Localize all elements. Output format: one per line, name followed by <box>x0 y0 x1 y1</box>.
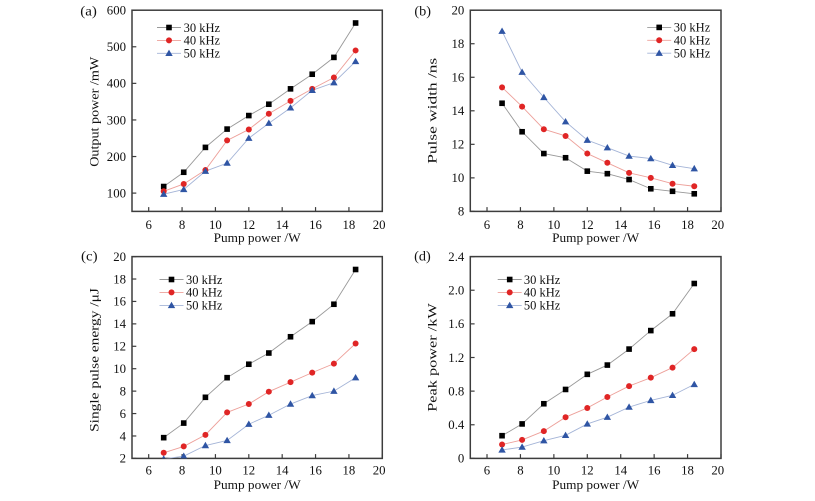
svg-text:Pump power /W: Pump power /W <box>214 231 301 245</box>
svg-text:10: 10 <box>547 464 560 478</box>
svg-text:12: 12 <box>242 218 255 232</box>
svg-text:14: 14 <box>614 218 627 232</box>
svg-text:30 kHz: 30 kHz <box>186 273 223 287</box>
svg-text:14: 14 <box>113 317 126 331</box>
svg-text:100: 100 <box>107 186 126 200</box>
svg-text:12: 12 <box>113 340 126 354</box>
svg-text:16: 16 <box>648 464 661 478</box>
svg-text:18: 18 <box>343 464 356 478</box>
svg-text:12: 12 <box>581 464 594 478</box>
svg-text:(d): (d) <box>414 248 431 263</box>
svg-text:10: 10 <box>452 171 465 185</box>
svg-text:40 kHz: 40 kHz <box>186 286 223 300</box>
svg-text:18: 18 <box>452 37 465 51</box>
svg-text:16: 16 <box>648 218 661 232</box>
svg-text:14: 14 <box>452 104 465 118</box>
svg-text:0.8: 0.8 <box>448 384 464 398</box>
svg-text:12: 12 <box>452 138 465 152</box>
svg-text:50 kHz: 50 kHz <box>674 47 711 61</box>
svg-text:30 kHz: 30 kHz <box>524 273 561 287</box>
svg-text:Pump power /W: Pump power /W <box>552 231 639 245</box>
svg-text:Pump power /W: Pump power /W <box>552 478 639 492</box>
svg-text:16: 16 <box>113 295 126 309</box>
svg-text:0.4: 0.4 <box>448 418 465 432</box>
svg-text:50 kHz: 50 kHz <box>184 47 221 61</box>
svg-text:6: 6 <box>145 218 152 232</box>
svg-text:200: 200 <box>107 150 126 164</box>
svg-text:2: 2 <box>120 452 126 466</box>
svg-text:50 kHz: 50 kHz <box>524 299 561 313</box>
svg-text:20: 20 <box>711 218 724 232</box>
svg-text:20: 20 <box>373 464 386 478</box>
svg-text:8: 8 <box>517 464 523 478</box>
svg-text:1.6: 1.6 <box>448 317 465 331</box>
svg-text:10: 10 <box>209 218 222 232</box>
svg-text:14: 14 <box>614 464 627 478</box>
svg-text:16: 16 <box>309 464 322 478</box>
svg-text:2.4: 2.4 <box>448 250 465 264</box>
svg-text:400: 400 <box>107 77 126 91</box>
svg-text:300: 300 <box>107 113 126 127</box>
svg-text:50 kHz: 50 kHz <box>186 299 223 313</box>
svg-text:600: 600 <box>107 4 126 18</box>
svg-text:6: 6 <box>145 464 152 478</box>
svg-text:1.2: 1.2 <box>448 351 464 365</box>
svg-text:18: 18 <box>343 218 356 232</box>
svg-text:20: 20 <box>113 250 126 264</box>
svg-text:8: 8 <box>458 205 464 219</box>
svg-text:6: 6 <box>120 407 127 421</box>
svg-text:10: 10 <box>209 464 222 478</box>
svg-text:0: 0 <box>458 452 464 466</box>
svg-text:500: 500 <box>107 40 126 54</box>
svg-text:6: 6 <box>484 218 491 232</box>
svg-text:Single pulse energy /μJ: Single pulse energy /μJ <box>87 288 101 432</box>
svg-text:40 kHz: 40 kHz <box>184 34 221 48</box>
svg-text:14: 14 <box>276 464 289 478</box>
svg-text:12: 12 <box>581 218 594 232</box>
svg-text:10: 10 <box>547 218 560 232</box>
svg-text:18: 18 <box>681 464 694 478</box>
svg-text:18: 18 <box>681 218 694 232</box>
svg-text:12: 12 <box>242 464 255 478</box>
svg-text:18: 18 <box>113 272 126 286</box>
svg-text:Pulse width /ns: Pulse width /ns <box>426 58 440 164</box>
svg-text:Output power /mW: Output power /mW <box>87 57 101 167</box>
svg-text:8: 8 <box>179 464 185 478</box>
svg-text:2.0: 2.0 <box>448 284 464 298</box>
svg-text:40 kHz: 40 kHz <box>524 286 561 300</box>
svg-text:(b): (b) <box>414 4 431 19</box>
svg-text:20: 20 <box>452 4 465 18</box>
svg-text:8: 8 <box>179 218 185 232</box>
svg-text:40 kHz: 40 kHz <box>674 34 711 48</box>
svg-text:6: 6 <box>484 464 491 478</box>
svg-text:(a): (a) <box>80 4 97 19</box>
svg-text:8: 8 <box>120 384 126 398</box>
svg-text:20: 20 <box>711 464 724 478</box>
svg-text:20: 20 <box>373 218 386 232</box>
svg-text:4: 4 <box>120 429 127 443</box>
svg-text:14: 14 <box>276 218 289 232</box>
svg-text:(c): (c) <box>81 248 98 263</box>
svg-text:16: 16 <box>452 71 465 85</box>
svg-text:Peak power /kW: Peak power /kW <box>426 303 440 412</box>
svg-text:30 kHz: 30 kHz <box>184 21 221 35</box>
svg-text:30 kHz: 30 kHz <box>674 21 711 35</box>
svg-text:10: 10 <box>113 362 126 376</box>
svg-text:8: 8 <box>517 218 523 232</box>
svg-text:16: 16 <box>309 218 322 232</box>
svg-text:Pump power /W: Pump power /W <box>214 478 301 492</box>
